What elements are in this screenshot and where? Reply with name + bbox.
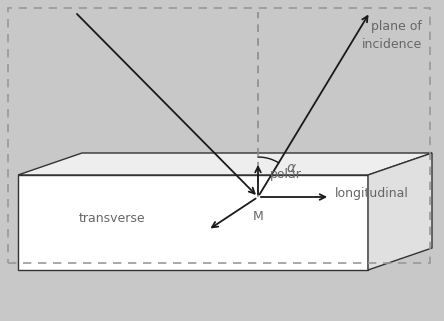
- Polygon shape: [18, 153, 432, 175]
- Text: polar: polar: [270, 168, 302, 181]
- Polygon shape: [18, 175, 368, 270]
- Text: plane of
incidence: plane of incidence: [362, 20, 422, 51]
- Bar: [8, 8, 430, 263]
- Text: transverse: transverse: [79, 212, 145, 224]
- Text: longitudinal: longitudinal: [335, 187, 409, 199]
- Text: M: M: [253, 210, 263, 223]
- Text: α: α: [287, 160, 296, 175]
- Polygon shape: [368, 153, 432, 270]
